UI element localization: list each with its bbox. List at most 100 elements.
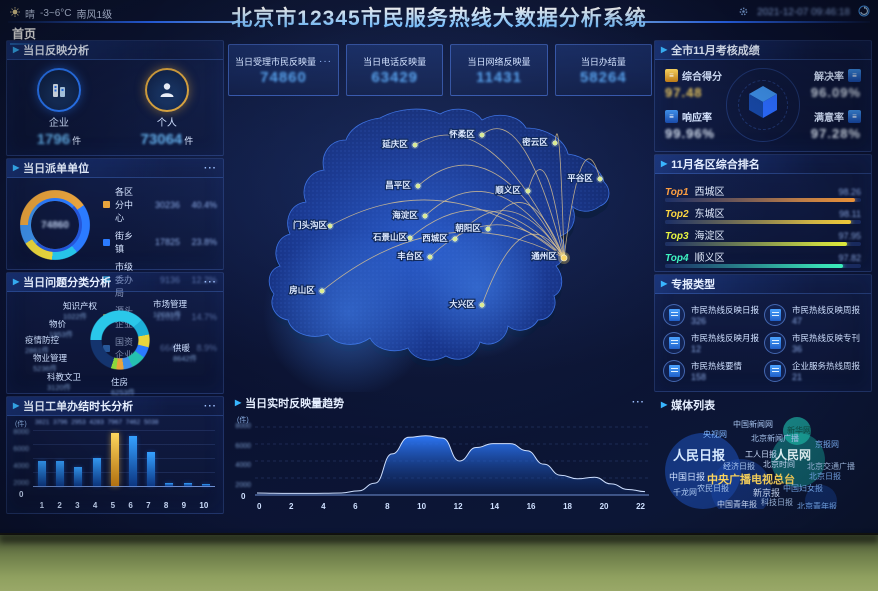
media-item[interactable]: 北京交通广播 <box>807 462 855 471</box>
district-label: 怀柔区 <box>449 129 475 139</box>
person-icon <box>144 68 189 112</box>
media-item[interactable]: 北京日报 <box>809 472 841 481</box>
media-item[interactable]: 新京报 <box>753 488 781 498</box>
dispatch-total: 74860 <box>41 219 69 231</box>
media-item[interactable]: 千龙网 <box>673 488 697 497</box>
stat-label-text: 当日网络反映量 <box>467 56 531 67</box>
flight-arc <box>409 209 565 259</box>
ranking-value: 97.95 <box>838 231 861 241</box>
panel-title: 专报类型 <box>671 279 716 291</box>
media-item[interactable]: 中国妇女报 <box>783 484 823 493</box>
ranking-district: 西城区 <box>694 187 725 198</box>
metric-overall-score: ≡ 综合得分 97.48 <box>665 68 765 100</box>
media-word-cloud: 人民日报 人民网中央广播电视总台 中国新闻网 央视网 新华网 北京新闻广播京报网工人日报经… <box>659 415 867 509</box>
more-icon[interactable]: ··· <box>204 400 217 412</box>
report-type-item[interactable]: 市民热线反映周报 47 <box>764 301 865 329</box>
media-item[interactable]: 中国新闻网 <box>733 420 773 429</box>
ranking-row: Top4 顺义区 97.82 <box>665 249 861 268</box>
hub-dot <box>560 254 568 262</box>
media-item[interactable]: 中国日报 <box>669 472 706 482</box>
gear-icon[interactable] <box>738 6 749 20</box>
more-icon[interactable]: ··· <box>632 397 645 408</box>
stat-value: 58264 <box>579 68 627 86</box>
legend-percent: 40.4% <box>191 199 217 210</box>
district-label: 西城区 <box>422 233 448 243</box>
district-dot <box>327 223 333 229</box>
media-item[interactable]: 农民日报 <box>697 484 729 493</box>
media-item[interactable]: 央视网 <box>703 430 727 439</box>
district-label: 门头沟区 <box>293 220 328 230</box>
media-item[interactable]: 工人日报 <box>745 450 777 459</box>
media-item[interactable]: 北京时间 <box>763 460 795 469</box>
panel-dispatch-units: ▶ 当日派单单位 ··· 74860 各区分中心 30236 40.4% 街乡镇 17825… <box>6 158 224 360</box>
bar <box>147 452 156 486</box>
media-item[interactable]: 北京新闻广播 <box>751 434 799 443</box>
media-item[interactable]: 人民日报 <box>673 448 726 463</box>
ranking-district: 海淀区 <box>694 231 725 242</box>
metric-value: 96.09% <box>810 85 861 100</box>
metric-resolution-rate: 解决率 ≡ 96.09% <box>761 68 861 100</box>
x-tick-label: 22 <box>636 502 645 511</box>
bar <box>74 466 83 486</box>
report-type-item[interactable]: 市民热线反映专刊 36 <box>764 329 865 357</box>
panel-report-types: ▶ 专报类型 市民热线反映日报 326 市民热线反映周报 47 市民热线反映月报 12 市民热… <box>654 274 872 392</box>
district-dot <box>427 254 433 260</box>
x-tick-label: 9 <box>181 501 187 510</box>
media-item[interactable]: 北京青年报 <box>797 502 837 510</box>
y-tick-label: 6000 <box>235 442 251 450</box>
media-item[interactable]: 中央广播电视总台 <box>707 474 795 486</box>
district-label: 朝阳区 <box>455 223 481 233</box>
problem-value: 8642件 <box>173 353 198 363</box>
refresh-icon[interactable] <box>858 5 870 20</box>
legend-value: 17825 <box>154 237 180 247</box>
x-tick-label: 4 <box>321 502 326 511</box>
ranking-row-header: Top3 海淀区 97.95 <box>665 227 861 242</box>
flight-arc <box>527 169 565 259</box>
report-count: 36 <box>792 344 803 354</box>
flight-arc <box>429 224 565 259</box>
report-label: 市民热线反映专刊 <box>792 333 861 343</box>
panel-media-list: ▶ 媒体列表 人民日报 人民网 中央广播电视总台 中国新闻网 央视网 新华网 北京新闻广播 京报… <box>654 394 872 514</box>
ranking-bar-track <box>665 242 861 246</box>
report-type-item[interactable]: 企业服务热线周报 21 <box>764 357 865 385</box>
feedback-unit: 件 <box>72 136 82 146</box>
stat-card: 当日办结量 58264 <box>554 44 652 96</box>
report-type-item[interactable]: 市民热线要情 158 <box>663 357 764 385</box>
media-item[interactable]: 中国青年报 <box>717 500 757 509</box>
more-icon[interactable]: ··· <box>204 276 217 288</box>
bar-group <box>183 429 192 486</box>
y-tick-label: 8000 <box>13 429 29 436</box>
problem-value: 6253件 <box>111 387 136 397</box>
stat-value: 74860 <box>260 68 307 86</box>
bar-value-label: 3796 <box>53 419 68 426</box>
y-axis-origin: 0 <box>19 490 24 499</box>
media-item[interactable]: 经济日报 <box>723 462 755 471</box>
media-bubble <box>711 459 771 509</box>
panel-title: 当日问题分类分析 <box>23 277 112 289</box>
y-tick-label: 4000 <box>235 462 251 470</box>
more-icon[interactable]: ··· <box>204 162 217 174</box>
x-tick-label: 10 <box>199 501 209 510</box>
bar <box>129 436 138 486</box>
report-type-item[interactable]: 市民热线反映月报 12 <box>663 329 764 357</box>
media-item[interactable]: 科技日报 <box>761 498 793 507</box>
media-bubble <box>783 417 811 445</box>
rate-icon: ≡ <box>665 110 678 123</box>
more-icon[interactable]: ··· <box>319 55 333 67</box>
media-item[interactable]: 京报网 <box>815 440 839 449</box>
media-item[interactable]: 新华网 <box>787 426 811 435</box>
problem-category: 物价 <box>49 319 67 329</box>
district-dot <box>485 226 491 232</box>
panel-title: 媒体列表 <box>671 399 716 412</box>
report-text: 市民热线反映专刊 36 <box>792 332 860 354</box>
y-axis-unit: (件) <box>237 417 249 424</box>
stat-label-text: 当日受理市民反映量 <box>235 56 317 67</box>
report-type-item[interactable]: 市民热线反映日报 326 <box>663 301 764 329</box>
bar-group: 7967 <box>108 419 122 486</box>
report-label: 市民热线反映日报 <box>691 305 760 315</box>
bar-group: 7462 <box>126 419 140 486</box>
document-icon <box>668 365 680 377</box>
feedback-value: 73064 件 <box>141 131 194 148</box>
report-text: 市民热线反映日报 326 <box>691 304 759 326</box>
media-item[interactable]: 人民网 <box>775 448 812 462</box>
